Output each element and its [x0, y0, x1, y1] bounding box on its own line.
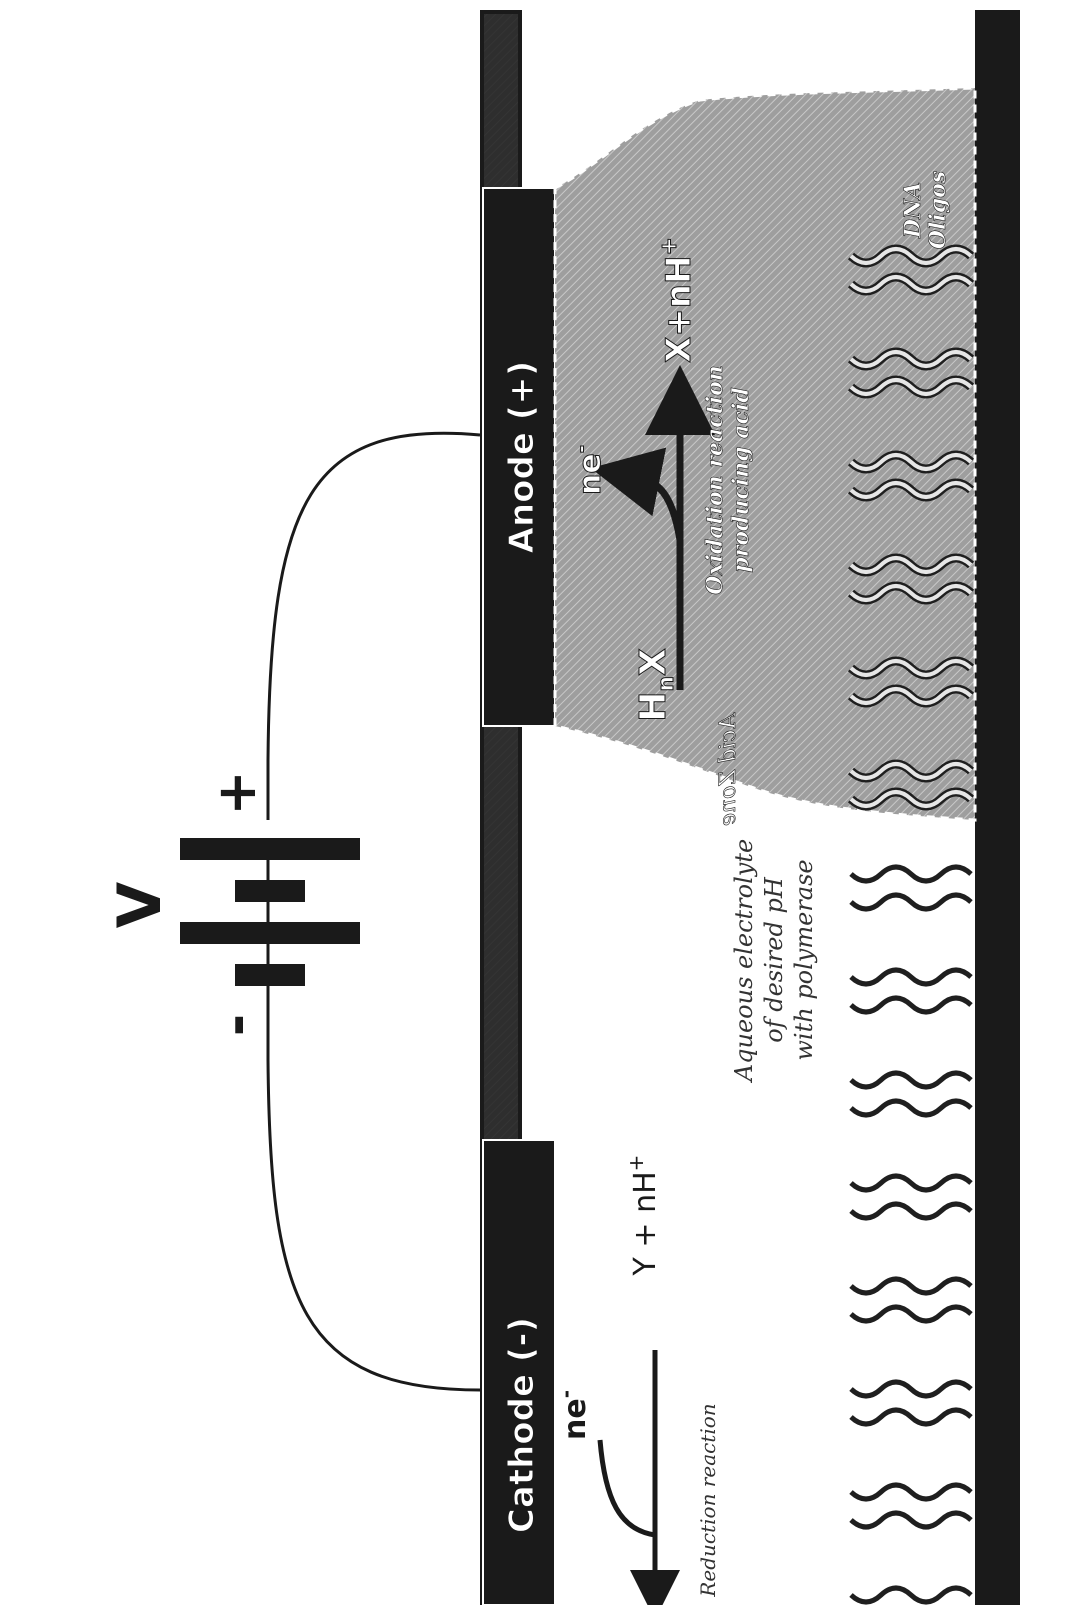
dna-oligo [851, 1382, 971, 1396]
dna-oligo [851, 895, 971, 909]
anode-label: Anode (+) [502, 361, 542, 554]
anode-electrons-sup: - [569, 445, 593, 453]
dna-oligo [851, 1485, 971, 1499]
dna-label-line1: DNA [900, 182, 926, 239]
reactant-n: n [654, 676, 679, 692]
minus-terminal-label: - [205, 1014, 268, 1036]
dna-oligo [851, 970, 971, 984]
battery-symbol [180, 838, 360, 986]
cathode-product-sup: + [624, 1155, 648, 1172]
oxidation-caption-line1: Oxidation reaction [702, 365, 728, 595]
dna-oligo [851, 1204, 971, 1218]
cathode-electrons-sup: - [554, 1390, 578, 1398]
dna-oligo [851, 1588, 971, 1602]
dna-oligo [851, 1073, 971, 1087]
cathode-electrons-label: ne- [554, 1390, 593, 1440]
plus-terminal-label: + [205, 770, 268, 815]
dna-oligo [851, 1101, 971, 1115]
dna-label-line2: Oligos [925, 171, 951, 249]
cathode-product-base: Y + nH [628, 1171, 663, 1276]
electron-uptake-arrow [600, 1440, 655, 1535]
anode-product-base: X+nH [659, 256, 699, 363]
cathode-electrons-base: ne [558, 1398, 593, 1440]
dna-oligo [851, 1410, 971, 1424]
cathode-label: Cathode (-) [502, 1317, 542, 1533]
oxidation-caption-line2: producing acid [728, 387, 754, 572]
anode-product-sup: + [657, 237, 682, 255]
anode-product-label: X+nH+ [657, 237, 699, 363]
voltage-label: V [105, 881, 175, 928]
electrolyte-label-line2: of desired pH [760, 876, 788, 1043]
cathode-product-label: Y + nH+ [624, 1155, 663, 1277]
dna-oligo [851, 998, 971, 1012]
reactant-h: H [633, 692, 674, 722]
dna-oligo [851, 1513, 971, 1527]
reduction-reaction: Y + nH+ ne- Reduction reaction [554, 1155, 720, 1598]
anode-electrode: Anode (+) [483, 188, 555, 726]
dna-oligo [851, 1307, 971, 1321]
anode-electrons-base: ne [573, 453, 608, 495]
dna-oligo [851, 1279, 971, 1293]
electrolyte-label-line1: Aqueous electrolyte [730, 839, 758, 1083]
bottom-substrate [975, 10, 1020, 1605]
acid-zone-label: Acid Zone [716, 712, 741, 826]
dna-oligo [851, 1176, 971, 1190]
electrolyte-label-line3: with polymerase [790, 859, 818, 1060]
dna-oligo [851, 867, 971, 881]
reactant-x: X [633, 648, 674, 676]
reduction-caption: Reduction reaction [696, 1403, 720, 1597]
circuit-wire [268, 433, 480, 1390]
cathode-electrode: Cathode (-) [483, 1140, 555, 1605]
